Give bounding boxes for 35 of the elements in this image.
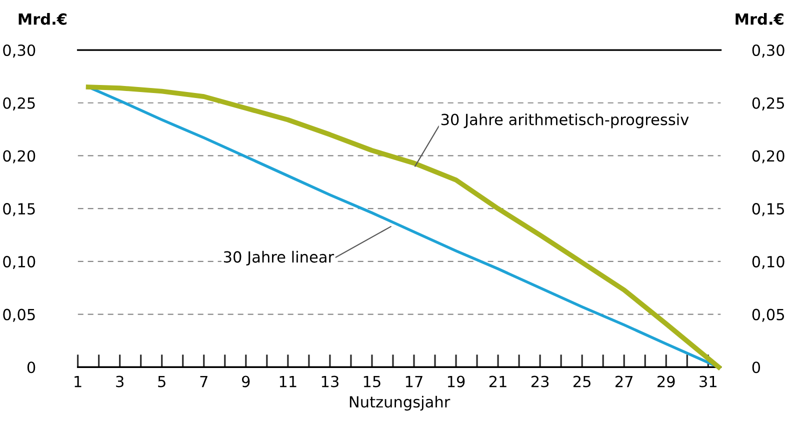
x-tick-label: 19 <box>448 376 465 388</box>
x-tick-label: 17 <box>406 376 422 388</box>
x-tick-label: 7 <box>200 376 208 388</box>
x-tick-label: 13 <box>322 376 338 388</box>
annotation: 30 Jahre linear <box>224 250 334 266</box>
y-tick-label: 0,20 <box>3 150 36 164</box>
x-tick-label: 31 <box>700 376 716 388</box>
x-tick-label: 15 <box>364 376 380 388</box>
y2-tick-label: 0,05 <box>752 308 784 322</box>
y2-tick-label: 0,30 <box>752 44 784 58</box>
x-tick-label: 11 <box>280 376 296 388</box>
x-tick-label: 5 <box>158 376 166 388</box>
y-tick-label: 0,05 <box>3 308 35 322</box>
y2-tick-label: 0,20 <box>752 150 784 164</box>
y2-tick-label: 0,15 <box>752 203 784 216</box>
y-axis-title: Mrd.€ <box>18 13 66 25</box>
x-tick-label: 23 <box>531 376 549 388</box>
x-tick-label: 21 <box>489 376 506 388</box>
y-tick-label: 0,10 <box>3 256 36 270</box>
x-axis-title: Nutzungsjahr <box>350 396 450 411</box>
x-tick-label: 3 <box>116 376 124 388</box>
y2-tick-label: 0 <box>752 362 760 374</box>
annotation: 30 Jahre arithmetisch-progressiv <box>441 113 689 128</box>
x-tick-label: 25 <box>573 376 590 388</box>
x-tick-label: 27 <box>616 376 633 388</box>
y2-axis-title: Mrd.€ <box>736 13 784 25</box>
y-tick-label: 0 <box>27 362 36 374</box>
y-tick-label: 0,15 <box>3 203 35 216</box>
y-tick-label: 0,30 <box>3 44 36 58</box>
y2-tick-label: 0,10 <box>752 256 784 270</box>
y-tick-label: 0,25 <box>3 97 35 110</box>
x-tick-label: 1 <box>74 376 82 388</box>
x-tick-label: 29 <box>658 376 675 388</box>
x-tick-label: 9 <box>242 376 250 388</box>
y2-tick-label: 0,25 <box>752 97 784 110</box>
